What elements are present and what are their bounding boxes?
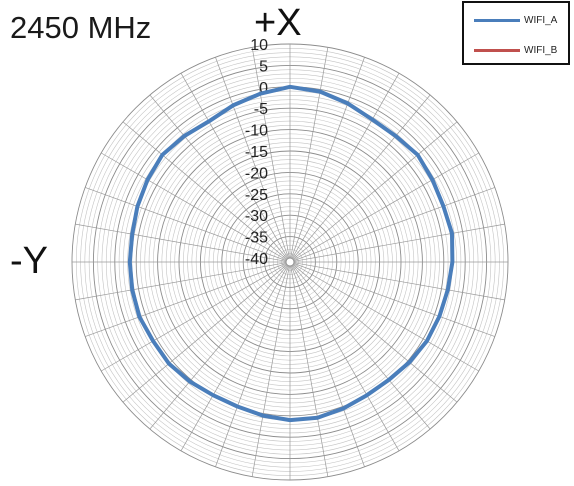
legend: WIFI_A WIFI_B <box>462 1 570 65</box>
radial-tick-label: -35 <box>245 230 268 247</box>
radial-tick-label: -10 <box>245 123 268 140</box>
grid-spoke <box>252 266 289 477</box>
radial-tick-label: -5 <box>254 101 268 118</box>
radial-tick-label: 5 <box>259 58 268 75</box>
top-axis-label: +X <box>254 2 302 45</box>
legend-item-wifi-a: WIFI_A <box>474 13 557 27</box>
frequency-title: 2450 MHz <box>10 10 151 46</box>
grid-ring-major <box>286 258 294 266</box>
grid-spoke <box>294 263 505 300</box>
radial-tick-label: -25 <box>245 187 268 204</box>
radial-tick-label: -30 <box>245 208 268 225</box>
grid-spoke <box>291 47 328 258</box>
left-axis-label: -Y <box>10 240 48 283</box>
grid-spoke <box>294 224 505 261</box>
radial-tick-label: -20 <box>245 165 268 182</box>
legend-label-wifi-a: WIFI_A <box>524 15 557 26</box>
radial-tick-label: -15 <box>245 144 268 161</box>
legend-swatch-wifi-b <box>474 49 520 52</box>
legend-item-wifi-b: WIFI_B <box>474 43 557 57</box>
radial-tick-label: -40 <box>245 251 268 268</box>
grid-spoke <box>75 263 286 300</box>
grid-spoke <box>291 266 328 477</box>
series-line-wifi-a <box>130 87 453 420</box>
legend-label-wifi-b: WIFI_B <box>524 45 557 56</box>
legend-swatch-wifi-a <box>474 19 520 22</box>
